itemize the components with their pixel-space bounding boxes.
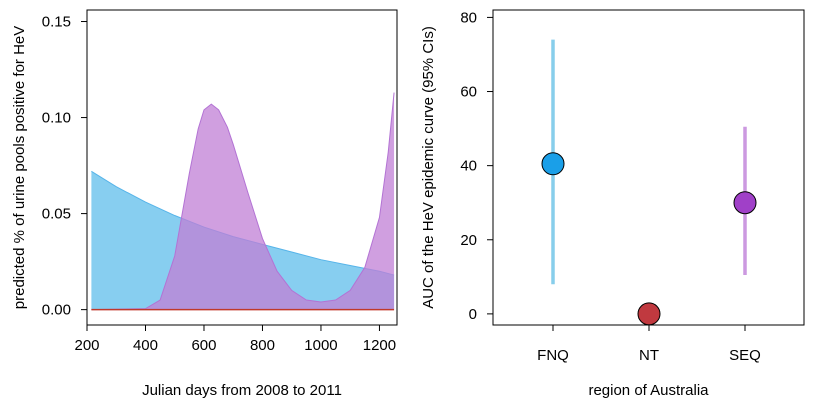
y-tick-label-80: 80 (460, 9, 477, 26)
x-tick-label-200: 200 (74, 337, 99, 354)
left-plot-area (91, 92, 395, 311)
y-tick-label-0-05: 0.05 (42, 206, 71, 223)
y-tick-label-40: 40 (460, 158, 477, 175)
right-y-axis-label: AUC of the HeV epidemic curve (95% CIs) (420, 26, 437, 309)
left-chart-panel: 200 400 600 800 1000 1200 0.00 0.05 0.10 0.15 Ju… (11, 9, 398, 399)
y-tick-label-20: 20 (460, 232, 477, 249)
right-chart-panel: FNQ NT SEQ 0 20 40 60 80 region of Australia A… (420, 9, 805, 399)
left-x-axis: 200 400 600 800 1000 1200 (74, 325, 396, 354)
x-tick-label-nt: NT (639, 347, 659, 364)
x-tick-label-fnq: FNQ (537, 347, 569, 364)
x-tick-label-1200: 1200 (363, 337, 396, 354)
x-tick-label-400: 400 (133, 337, 158, 354)
y-tick-label-60: 60 (460, 84, 477, 101)
right-plot-area (541, 39, 757, 326)
right-x-axis: FNQ NT SEQ (537, 325, 761, 364)
y-tick-label-0-10: 0.10 (42, 110, 71, 127)
series-1-line (91, 92, 395, 311)
left-y-axis: 0.00 0.05 0.10 0.15 (42, 14, 87, 319)
x-tick-label-800: 800 (250, 337, 275, 354)
y-tick-label-0: 0 (469, 306, 477, 323)
x-tick-label-600: 600 (191, 337, 216, 354)
y-tick-label-0-00: 0.00 (42, 302, 71, 319)
series-1-area (91, 92, 395, 310)
left-plot-frame (86, 9, 398, 326)
x-tick-label-1000: 1000 (304, 337, 337, 354)
y-tick-label-0-15: 0.15 (42, 14, 71, 31)
right-plot-frame (492, 9, 805, 326)
left-x-axis-label: Julian days from 2008 to 2011 (142, 382, 342, 399)
left-y-axis-label: predicted % of urine pools positive for … (11, 26, 28, 309)
right-y-axis: 0 20 40 60 80 (460, 9, 493, 323)
point-seq (733, 191, 757, 215)
right-x-axis-label: region of Australia (588, 382, 709, 399)
point-fnq (541, 152, 565, 176)
point-nt (637, 302, 661, 326)
x-tick-label-seq: SEQ (729, 347, 761, 364)
